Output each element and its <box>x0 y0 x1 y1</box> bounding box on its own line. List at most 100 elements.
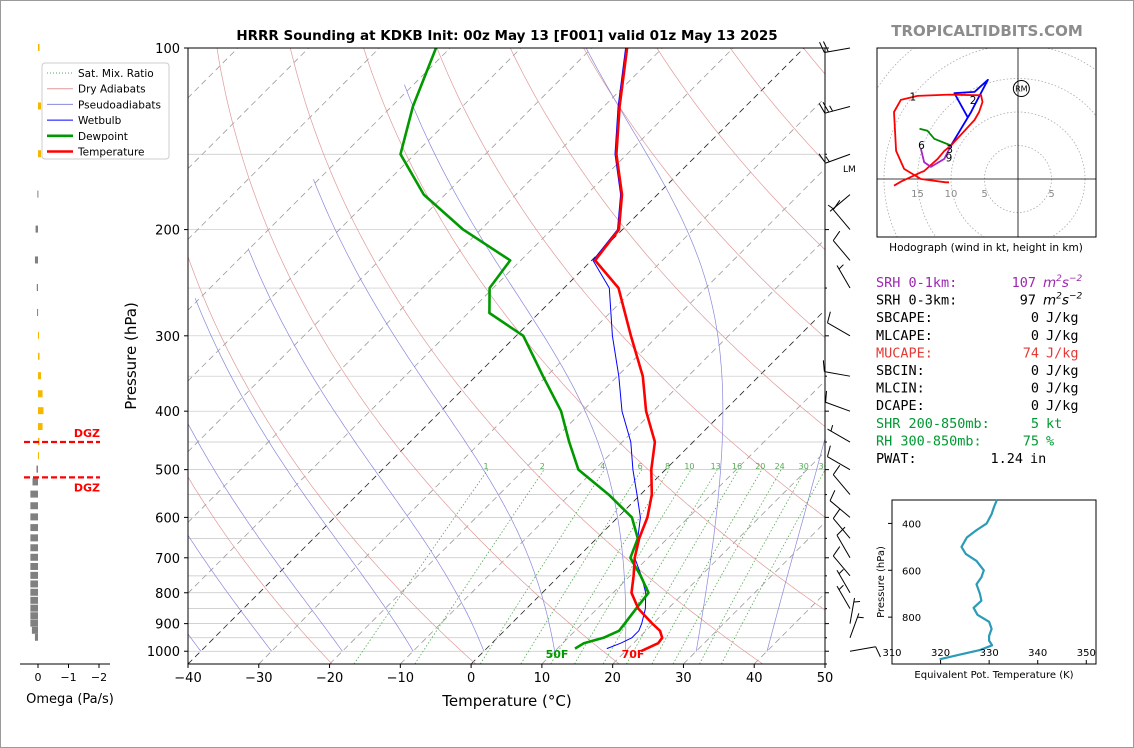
isotherm <box>188 48 522 382</box>
wind-barb <box>832 465 851 495</box>
theta-e-y-tick-label: 400 <box>902 519 921 530</box>
y-tick-label: 500 <box>155 464 180 479</box>
skewt-xlabel: Temperature (°C) <box>441 692 571 710</box>
omega-bar <box>38 102 42 110</box>
isotherm <box>188 48 380 240</box>
stat-unit: J/kg <box>1046 328 1079 344</box>
omega-bar <box>30 502 38 510</box>
hodograph-trace <box>893 93 984 184</box>
stat-label: SRH 0-3km: <box>876 293 957 309</box>
hodograph-frame <box>876 47 1097 238</box>
mixing-ratio-label: 30 <box>799 462 809 471</box>
mixing-ratio-line <box>520 469 643 664</box>
theta-e-chart: 310 320 330 340 350 400 600 800 Equivalent Pot.… <box>876 499 1097 681</box>
omega-bar <box>38 390 43 398</box>
theta-e-frame <box>891 499 1097 665</box>
dry-adiabat <box>188 476 333 664</box>
mixing-ratio-line <box>721 469 825 664</box>
dry-adiabat <box>188 255 476 664</box>
stat-unit: J/kg <box>1046 381 1079 397</box>
isotherm <box>400 238 825 664</box>
isotherm <box>470 309 825 664</box>
pseudoadiabat <box>404 84 627 652</box>
wind-barb <box>829 490 851 518</box>
wind-barb <box>849 646 881 658</box>
omega-bar <box>38 372 42 380</box>
wind-barb <box>822 360 851 377</box>
pseudoadiabat <box>188 534 272 652</box>
omega-bar <box>38 452 39 460</box>
stat-unit: in <box>1030 451 1046 467</box>
mixing-ratio-line <box>626 469 739 664</box>
stat-label: RH 300-850mb: <box>876 433 982 449</box>
mixing-ratio-label: 36 <box>819 462 829 471</box>
hodograph-height-label: 6 <box>918 140 925 152</box>
stat-value: 0 <box>1031 363 1039 379</box>
stat-value: 1.24 <box>990 451 1023 467</box>
storm-motion-label: RM <box>1015 85 1028 94</box>
theta-e-x-tick-label: 320 <box>931 648 950 659</box>
y-tick-label: 800 <box>155 587 180 602</box>
skewt-ylabel: Pressure (hPa) <box>122 302 140 410</box>
omega-bar <box>30 544 38 552</box>
mixing-ratio-label: 13 <box>711 462 721 471</box>
omega-chart: 0 −1 −2 Omega (Pa/s) DGZ DGZ <box>20 44 114 707</box>
theta-e-x-tick-label: 310 <box>882 648 901 659</box>
mixing-ratio-label: 24 <box>775 462 785 471</box>
stat-value: 97 <box>1020 293 1036 309</box>
mixing-ratio-line <box>651 469 763 664</box>
stat-value: 0 <box>1031 310 1039 326</box>
omega-bar <box>30 571 38 579</box>
dry-adiabat <box>363 48 825 611</box>
hodograph-ring-label: 5 <box>981 189 987 200</box>
wind-barb <box>826 445 851 471</box>
wind-barb <box>825 390 851 412</box>
theta-e-x-tick-label: 340 <box>1028 648 1047 659</box>
chart-title: HRRR Sounding at KDKB Init: 00z May 13 [… <box>236 28 777 44</box>
stat-unit: m2s−2 <box>1043 292 1082 309</box>
y-tick-label: 300 <box>155 330 180 345</box>
wind-barb <box>832 508 851 539</box>
hodograph-height-label: 3 <box>946 144 953 156</box>
x-tick-label: 20 <box>604 671 621 686</box>
mixing-ratio-line <box>602 469 718 664</box>
x-tick-label: 0 <box>467 671 475 686</box>
stat-unit: J/kg <box>1046 310 1079 326</box>
stat-unit: % <box>1046 433 1054 449</box>
mixing-ratio-line <box>550 469 670 664</box>
wind-barbs <box>818 41 881 658</box>
omega-bar <box>32 478 38 486</box>
stat-value: 0 <box>1031 398 1039 414</box>
mixing-ratio-line <box>699 469 806 664</box>
lm-label: LM <box>843 165 856 175</box>
stat-label: SRH 0-1km: <box>876 275 957 291</box>
stat-label: MUCAPE: <box>876 345 933 361</box>
hodograph-ring-label: 5 <box>1048 189 1054 200</box>
x-tick-label: 10 <box>534 671 551 686</box>
mixing-ratio-line <box>353 469 489 664</box>
omega-bar <box>36 284 38 292</box>
isotherm <box>188 48 734 594</box>
wind-barb <box>832 546 851 577</box>
storm-motion-marker <box>1012 80 1030 98</box>
x-tick-label: 30 <box>675 671 692 686</box>
omega-bar <box>34 256 38 264</box>
isotherm <box>188 48 451 311</box>
wind-barb <box>827 424 851 443</box>
y-tick-label: 600 <box>155 511 180 526</box>
stat-value: 107 <box>1012 275 1036 291</box>
wind-barb <box>832 200 851 230</box>
omega-bar <box>30 619 38 627</box>
surface-temperature-label: 70F <box>622 648 645 661</box>
wind-barb <box>819 41 851 54</box>
y-tick-label: 700 <box>155 552 180 567</box>
hodograph-height-label: 1 <box>909 92 916 104</box>
omega-bar <box>30 534 38 542</box>
legend-label: Pseudoadiabats <box>78 99 161 111</box>
stat-unit: m2s−2 <box>1043 274 1082 291</box>
isotherm <box>612 451 825 664</box>
omega-bar <box>30 513 38 521</box>
x-tick-label: −40 <box>174 671 201 686</box>
theta-e-ylabel: Pressure (hPa) <box>876 546 887 618</box>
